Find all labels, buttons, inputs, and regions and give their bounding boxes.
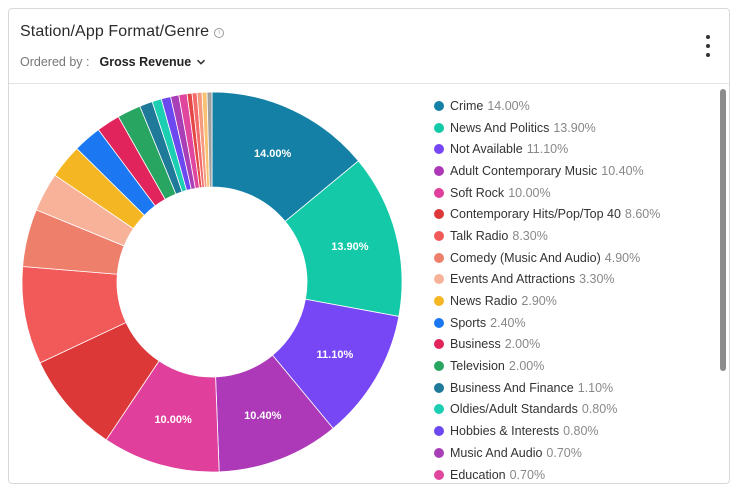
- card-header: Station/App Format/Genre i Ordered by : …: [9, 9, 729, 84]
- info-circle-icon[interactable]: i: [214, 27, 225, 38]
- legend-item[interactable]: Talk Radio 8.30%: [434, 225, 714, 247]
- legend-swatch: [434, 382, 444, 393]
- legend-label: Not Available: [450, 142, 523, 157]
- legend-value: 1.10%: [577, 380, 614, 395]
- legend-label: Contemporary Hits/Pop/Top 40: [450, 207, 621, 222]
- legend-item[interactable]: Contemporary Hits/Pop/Top 40 8.60%: [434, 203, 714, 225]
- legend-value: 14.00%: [487, 98, 530, 113]
- legend-swatch: [434, 274, 444, 285]
- legend-item[interactable]: News And Politics 13.90%: [434, 117, 714, 139]
- legend-swatch: [434, 317, 444, 328]
- legend-swatch: [434, 209, 444, 220]
- legend-swatch: [434, 404, 444, 415]
- legend-item[interactable]: Hobbies & Interests 0.80%: [434, 420, 714, 442]
- legend-value: 10.40%: [601, 163, 644, 178]
- legend-value: 13.90%: [553, 120, 596, 135]
- legend-value: 0.70%: [509, 467, 546, 482]
- legend-value: 2.40%: [490, 315, 526, 330]
- legend-label: Talk Radio: [450, 228, 509, 243]
- legend-scrollbar[interactable]: [720, 89, 726, 479]
- legend-item[interactable]: Comedy (Music And Audio) 4.90%: [434, 247, 714, 269]
- chart-legend: Crime 14.00% News And Politics 13.90% Not Av…: [434, 95, 714, 483]
- ordered-by-row: Ordered by : Gross Revenue: [20, 55, 206, 69]
- legend-label: Music And Audio: [450, 445, 543, 460]
- legend-item[interactable]: Business 2.00%: [434, 334, 714, 356]
- title-row: Station/App Format/Genre i: [20, 23, 225, 41]
- scrollbar-thumb[interactable]: [720, 89, 726, 371]
- legend-item[interactable]: Education 0.70%: [434, 464, 714, 483]
- legend-item[interactable]: Business And Finance 1.10%: [434, 377, 714, 399]
- legend-value: 0.80%: [581, 402, 618, 417]
- legend-value: 2.00%: [504, 337, 541, 352]
- legend-item[interactable]: Television 2.00%: [434, 355, 714, 377]
- legend-swatch: [434, 361, 444, 372]
- legend-value: 11.10%: [526, 142, 569, 157]
- kebab-menu-icon[interactable]: [704, 35, 712, 57]
- legend-label: News And Politics: [450, 120, 550, 135]
- slice-value-label-2: 11.10%: [317, 349, 354, 361]
- legend-label: Sports: [450, 315, 487, 330]
- legend-swatch: [434, 122, 444, 133]
- legend-item[interactable]: Soft Rock 10.00%: [434, 182, 714, 204]
- legend-swatch: [434, 339, 444, 350]
- legend-label: Television: [450, 359, 505, 374]
- legend-swatch: [434, 296, 444, 307]
- ordered-by-dropdown[interactable]: Gross Revenue: [99, 55, 192, 69]
- legend-label: News Radio: [450, 294, 518, 309]
- genre-card: Station/App Format/Genre i Ordered by : …: [8, 8, 730, 484]
- legend-swatch: [434, 144, 444, 155]
- legend-swatch: [434, 165, 444, 176]
- legend-label: Events And Attractions: [450, 272, 576, 287]
- chevron-down-icon[interactable]: [196, 57, 206, 67]
- legend-swatch: [434, 230, 444, 241]
- legend-swatch: [434, 252, 444, 263]
- legend-value: 2.90%: [521, 294, 557, 309]
- legend-label: Hobbies & Interests: [450, 424, 560, 439]
- slice-value-label-1: 13.90%: [331, 241, 369, 253]
- legend-swatch: [434, 447, 444, 458]
- legend-label: Crime: [450, 98, 484, 113]
- legend-item[interactable]: Adult Contemporary Music 10.40%: [434, 160, 714, 182]
- slice-value-label-4: 10.00%: [154, 414, 192, 426]
- legend-item[interactable]: Oldies/Adult Standards 0.80%: [434, 399, 714, 421]
- card-title: Station/App Format/Genre: [20, 23, 210, 40]
- legend-swatch: [434, 187, 444, 198]
- legend-label: Adult Contemporary Music: [450, 163, 598, 178]
- donut-slice-other-22[interactable]: [206, 91, 213, 188]
- chart-area: 14.00% 13.90% 11.10% 10.40% 10.00% Crime 14.0…: [9, 85, 729, 483]
- legend-label: Soft Rock: [450, 185, 505, 200]
- legend-label: Oldies/Adult Standards: [450, 402, 578, 417]
- legend-swatch: [434, 100, 444, 111]
- legend-item[interactable]: Sports 2.40%: [434, 312, 714, 334]
- slice-value-label-0: 14.00%: [254, 148, 292, 160]
- legend-value: 10.00%: [508, 185, 551, 200]
- slice-value-label-3: 10.40%: [244, 410, 282, 422]
- legend-value: 3.30%: [579, 272, 615, 287]
- legend-item[interactable]: Not Available 11.10%: [434, 138, 714, 160]
- legend-value: 0.80%: [563, 424, 599, 439]
- legend-label: Business And Finance: [450, 380, 574, 395]
- legend-item[interactable]: Crime 14.00%: [434, 95, 714, 117]
- legend-label: Comedy (Music And Audio): [450, 250, 601, 265]
- legend-item[interactable]: Events And Attractions 3.30%: [434, 269, 714, 291]
- legend-value: 0.70%: [546, 445, 582, 460]
- legend-value: 8.30%: [512, 228, 548, 243]
- legend-swatch: [434, 469, 444, 480]
- legend-value: 8.60%: [624, 207, 661, 222]
- legend-item[interactable]: News Radio 2.90%: [434, 290, 714, 312]
- legend-value: 2.00%: [508, 359, 545, 374]
- legend-value: 4.90%: [604, 250, 641, 265]
- donut-chart: 14.00% 13.90% 11.10% 10.40% 10.00%: [21, 91, 403, 473]
- legend-label: Business: [450, 337, 501, 352]
- legend-swatch: [434, 426, 444, 437]
- legend-item[interactable]: Music And Audio 0.70%: [434, 442, 714, 464]
- ordered-by-label: Ordered by :: [20, 55, 90, 69]
- legend-label: Education: [450, 467, 506, 482]
